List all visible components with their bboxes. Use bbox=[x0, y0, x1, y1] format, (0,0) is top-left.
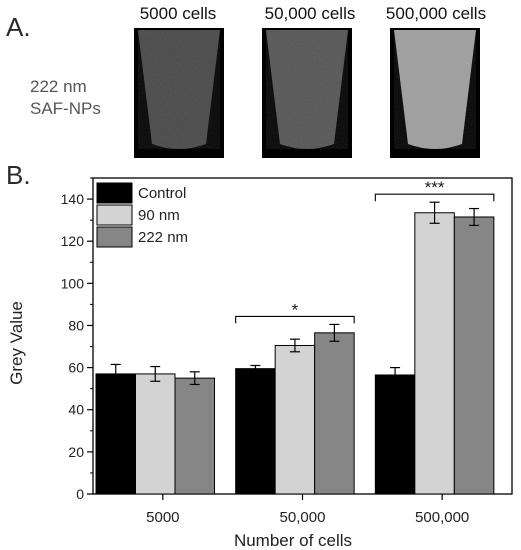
x-tick-label: 50,000 bbox=[280, 509, 326, 526]
y-tick-label: 140 bbox=[61, 191, 85, 207]
column-label-500000: 500,000 cells bbox=[385, 4, 487, 23]
panel-a-label: A. bbox=[6, 12, 31, 42]
error-bar bbox=[110, 363, 121, 384]
tube-image bbox=[262, 28, 352, 158]
bar bbox=[135, 373, 176, 495]
legend-label: 222 nm bbox=[138, 229, 188, 246]
row-label-size: 222 nm bbox=[30, 77, 87, 96]
error-bar bbox=[329, 323, 340, 342]
row-label-particle: SAF-NPs bbox=[30, 99, 101, 118]
y-tick-label: 60 bbox=[68, 360, 84, 376]
panel-b-label: B. bbox=[6, 160, 31, 190]
bar bbox=[174, 377, 215, 495]
x-tick-label: 500,000 bbox=[415, 509, 469, 526]
y-tick-label: 120 bbox=[61, 233, 85, 249]
bar bbox=[453, 216, 495, 495]
error-bar bbox=[150, 365, 161, 382]
error-bar bbox=[289, 338, 300, 353]
error-bar bbox=[469, 207, 480, 226]
significance-bracket bbox=[235, 315, 355, 324]
y-tick-label: 100 bbox=[61, 275, 85, 291]
error-bar bbox=[189, 371, 200, 386]
significance-label: *** bbox=[425, 178, 445, 197]
significance-label: * bbox=[292, 300, 299, 319]
bar bbox=[414, 212, 455, 495]
x-tick-label: 5000 bbox=[146, 509, 179, 526]
tube-image bbox=[390, 28, 480, 158]
bar bbox=[235, 368, 276, 495]
bar bbox=[95, 373, 136, 495]
y-tick-label: 80 bbox=[68, 317, 84, 333]
significance-bracket bbox=[374, 193, 495, 202]
legend-label: 90 nm bbox=[138, 207, 180, 224]
legend-swatch bbox=[96, 226, 133, 248]
legend-swatch bbox=[96, 204, 133, 226]
column-label-50000: 50,000 cells bbox=[264, 4, 356, 23]
y-tick-label: 40 bbox=[68, 402, 84, 418]
error-bar bbox=[250, 364, 261, 373]
legend-swatch bbox=[96, 182, 133, 204]
tube-images bbox=[134, 28, 480, 158]
y-axis-title: Grey Value bbox=[7, 301, 26, 385]
y-tick-label: 0 bbox=[76, 486, 84, 502]
row-label: 222 nm SAF-NPs bbox=[30, 76, 101, 120]
bar bbox=[374, 374, 416, 495]
error-bar bbox=[429, 201, 440, 224]
bar bbox=[314, 332, 355, 495]
column-label-5000: 5000 cells bbox=[139, 4, 217, 23]
error-bar bbox=[390, 367, 401, 383]
x-axis-title: Number of cells bbox=[234, 531, 352, 550]
tube-image bbox=[134, 28, 224, 158]
bar bbox=[274, 344, 316, 495]
y-tick-label: 20 bbox=[68, 444, 84, 460]
legend-label: Control bbox=[138, 185, 186, 202]
